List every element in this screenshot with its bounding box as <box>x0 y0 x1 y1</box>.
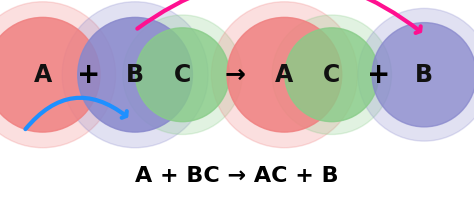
Ellipse shape <box>136 28 229 122</box>
Ellipse shape <box>62 2 208 148</box>
Text: C: C <box>174 63 191 87</box>
Ellipse shape <box>227 17 342 132</box>
Ellipse shape <box>78 17 192 132</box>
Ellipse shape <box>211 2 357 148</box>
Ellipse shape <box>0 17 100 132</box>
Ellipse shape <box>272 15 392 135</box>
Text: A + BC → AC + B: A + BC → AC + B <box>135 166 339 186</box>
Ellipse shape <box>285 28 379 122</box>
Text: A: A <box>275 63 293 87</box>
Text: +: + <box>366 61 390 89</box>
Text: A: A <box>34 63 52 87</box>
Text: C: C <box>323 63 340 87</box>
Ellipse shape <box>123 15 242 135</box>
Text: B: B <box>126 63 144 87</box>
Ellipse shape <box>358 8 474 141</box>
Text: +: + <box>77 61 101 89</box>
Ellipse shape <box>0 2 116 148</box>
Ellipse shape <box>372 23 474 127</box>
Text: →: → <box>224 63 245 87</box>
Text: B: B <box>415 63 433 87</box>
